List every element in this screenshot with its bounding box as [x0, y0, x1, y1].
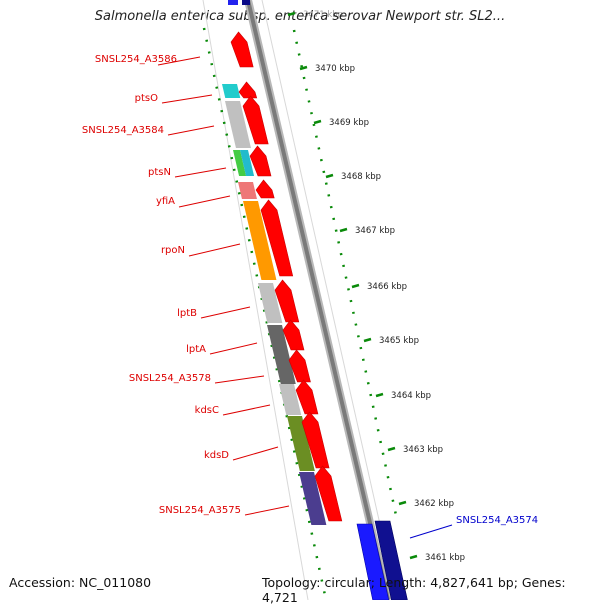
cog-block-kdsd[interactable] — [287, 416, 315, 471]
scale-tick-2 — [313, 119, 322, 125]
gene-label-snsl254-a3578[interactable]: SNSL254_A3578 — [129, 373, 211, 384]
gene-leader-line-rpon — [188, 243, 241, 257]
gene-arrow-snsl254-a3584[interactable] — [242, 95, 269, 145]
gene-label-rpon[interactable]: rpoN — [161, 245, 185, 256]
gene-arrow-snsl254-a3575[interactable] — [314, 465, 343, 522]
gene-leader-line-lpta — [209, 342, 258, 355]
cog-block-snsl254-a3584[interactable] — [225, 101, 251, 148]
gene-label-kdsd[interactable]: kdsD — [204, 450, 229, 461]
scale-tick-label-6: 3465 kbp — [379, 336, 419, 346]
scale-tick-label-7: 3464 kbp — [391, 391, 431, 401]
gene-label-snsl254-a3584[interactable]: SNSL254_A3584 — [82, 125, 164, 136]
gene-label-lptb[interactable]: lptB — [177, 308, 197, 319]
cog-block-kdsc[interactable] — [279, 384, 302, 415]
gene-label-snsl254-a3586[interactable]: SNSL254_A3586 — [95, 54, 177, 65]
dotted-ring-left — [202, 27, 328, 600]
gene-leader-line-ptsn — [174, 167, 227, 178]
gene-leader-line-snsl254-a3575 — [244, 505, 290, 516]
scale-tick-label-10: 3461 kbp — [425, 553, 465, 563]
gene-arrow-ptsn[interactable] — [249, 145, 272, 177]
gene-label-lpta[interactable]: lptA — [186, 344, 206, 355]
cog-block-ptso[interactable] — [222, 84, 241, 98]
gene-arrow-yfia[interactable] — [255, 179, 275, 199]
gene-leader-line-yfia — [178, 195, 231, 208]
cog-block-ptsn-b[interactable] — [240, 150, 255, 176]
gene-label-snsl254-a3574[interactable]: SNSL254_A3574 — [456, 515, 538, 526]
genome-summary-text: Topology: circular; Length: 4,827,641 bp… — [262, 575, 566, 605]
scale-tick-7 — [375, 392, 384, 398]
cog-block-rpon[interactable] — [243, 201, 277, 280]
gene-arrow-snsl254-a3574[interactable] — [356, 523, 390, 600]
gene-label-kdsc[interactable]: kdsC — [195, 405, 219, 416]
gene-label-snsl254-a3575[interactable]: SNSL254_A3575 — [159, 505, 241, 516]
gene-arrow-reverse-neighbor[interactable] — [374, 520, 408, 600]
reverse-gene-fragment-top[interactable] — [228, 0, 238, 5]
gene-leader-line-snsl254-a3574 — [409, 524, 453, 539]
gene-leader-line-snsl254-a3584 — [167, 125, 215, 136]
scale-tick-label-2: 3469 kbp — [329, 118, 369, 128]
scale-tick-label-9: 3462 kbp — [414, 499, 454, 509]
cog-block-ptsn[interactable] — [233, 150, 247, 176]
gene-label-ptso[interactable]: ptsO — [135, 93, 158, 104]
gene-label-yfia[interactable]: yfiA — [156, 196, 175, 207]
reverse-gene-fragment-top-2[interactable] — [242, 0, 250, 5]
scale-tick-label-0: 3471 kbp — [303, 10, 343, 20]
gene-arrow-rpon[interactable] — [260, 199, 294, 277]
gene-leader-line-snsl254-a3586 — [157, 56, 201, 66]
scale-tick-5 — [351, 283, 360, 289]
scale-tick-3 — [325, 173, 334, 179]
gene-arrow-snsl254-a3586[interactable] — [230, 31, 254, 68]
gene-leader-line-snsl254-a3578 — [214, 375, 265, 384]
inner-guide-line — [261, 0, 398, 600]
gene-leader-line-kdsd — [232, 446, 279, 461]
scale-tick-label-5: 3466 kbp — [367, 282, 407, 292]
scale-tick-1 — [299, 65, 308, 71]
scale-tick-0 — [287, 11, 296, 17]
scale-tick-6 — [363, 337, 372, 343]
scale-tick-10 — [409, 554, 418, 560]
scale-tick-label-1: 3470 kbp — [315, 64, 355, 74]
scale-tick-9 — [398, 500, 407, 506]
gene-arrow-ptso[interactable] — [238, 81, 258, 99]
cog-block-snsl254-a3575[interactable] — [299, 472, 327, 525]
gene-leader-line-kdsc — [222, 404, 271, 416]
scale-tick-label-4: 3467 kbp — [355, 226, 395, 236]
gene-label-ptsn[interactable]: ptsN — [148, 167, 171, 178]
scale-tick-4 — [339, 227, 348, 233]
scale-tick-8 — [387, 446, 396, 452]
gene-leader-line-lptb — [200, 306, 251, 319]
cog-block-lpta[interactable] — [267, 325, 296, 384]
scale-tick-label-8: 3463 kbp — [403, 445, 443, 455]
gene-arrow-lpta[interactable] — [282, 319, 305, 351]
gene-leader-line-ptso — [161, 94, 213, 104]
scale-tick-label-3: 3468 kbp — [341, 172, 381, 182]
accession-text: Accession: NC_011080 — [9, 575, 152, 590]
cog-block-lptb[interactable] — [258, 283, 283, 323]
map-title: Salmonella enterica subsp. enterica sero… — [94, 9, 506, 24]
backbone-line — [246, 0, 390, 600]
cog-block-yfia[interactable] — [238, 182, 257, 199]
